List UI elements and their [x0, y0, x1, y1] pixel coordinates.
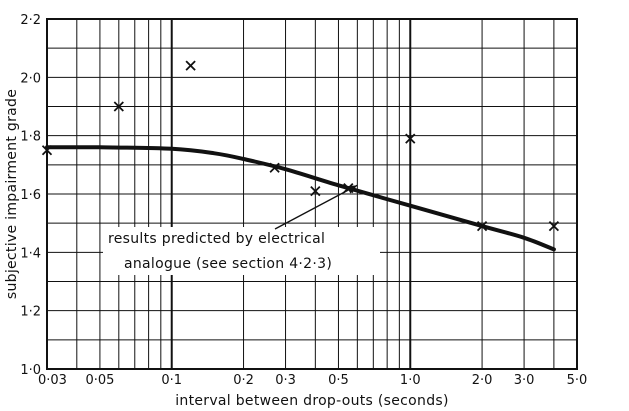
x-tick-label: 1·0 [400, 373, 421, 388]
plot-frame [46, 18, 578, 370]
marker-stroke [269, 162, 280, 173]
measured-point-marker [113, 101, 124, 112]
y-tick-label: 1·2 [20, 305, 41, 320]
y-tick-label: 1·0 [20, 363, 41, 378]
measured-point-marker [405, 133, 416, 144]
y-tick-label: 1·4 [20, 246, 41, 261]
marker-stroke [405, 133, 416, 144]
measured-point-marker [185, 60, 196, 71]
marker-stroke [310, 185, 321, 197]
x-tick-label: 0·05 [85, 373, 114, 388]
marker-stroke [41, 145, 53, 156]
measured-point-marker [310, 185, 321, 197]
x-tick-labels: 0·03 0·05 0·1 0·2 0·3 0·5 1·0 2·0 3·0 5·0 [38, 373, 587, 388]
x-tick-label: 0·03 [38, 373, 67, 388]
y-tick-labels: 1·0 1·2 1·4 1·6 1·8 2·0 2·2 [20, 13, 41, 378]
marker-stroke [476, 220, 488, 232]
y-tick-label: 1·8 [20, 130, 41, 145]
annotation-arrow-head [346, 185, 358, 194]
measured-point-marker [269, 162, 280, 173]
x-tick-label: 2·0 [472, 373, 493, 388]
annotation-arrow [274, 184, 358, 230]
y-axis-title: subjective impairment grade [4, 89, 20, 299]
measured-point-marker [41, 145, 53, 156]
annotation-line-1: results predicted by electrical [108, 231, 325, 247]
annotation-background [103, 227, 380, 275]
x-tick-label: 0·2 [233, 373, 254, 388]
marker-stroke [548, 220, 560, 232]
y-tick-label: 2·0 [20, 71, 41, 86]
x-axis-title: interval between drop-outs (seconds) [175, 393, 449, 409]
x-tick-label: 5·0 [567, 373, 588, 388]
measured-point-marker [476, 220, 488, 232]
x-tick-label: 3·0 [514, 373, 535, 388]
marker-stroke [185, 60, 196, 71]
y-tick-label: 2·2 [20, 13, 41, 28]
predicted-curve [45, 145, 556, 252]
x-tick-label: 0·3 [275, 373, 296, 388]
annotation-line-2: analogue (see section 4·2·3) [124, 256, 332, 272]
x-tick-label: 0·5 [328, 373, 349, 388]
y-tick-label: 1·6 [20, 188, 41, 203]
marker-stroke [113, 101, 124, 112]
measured-point-marker [548, 220, 560, 232]
x-tick-label: 0·1 [161, 373, 182, 388]
